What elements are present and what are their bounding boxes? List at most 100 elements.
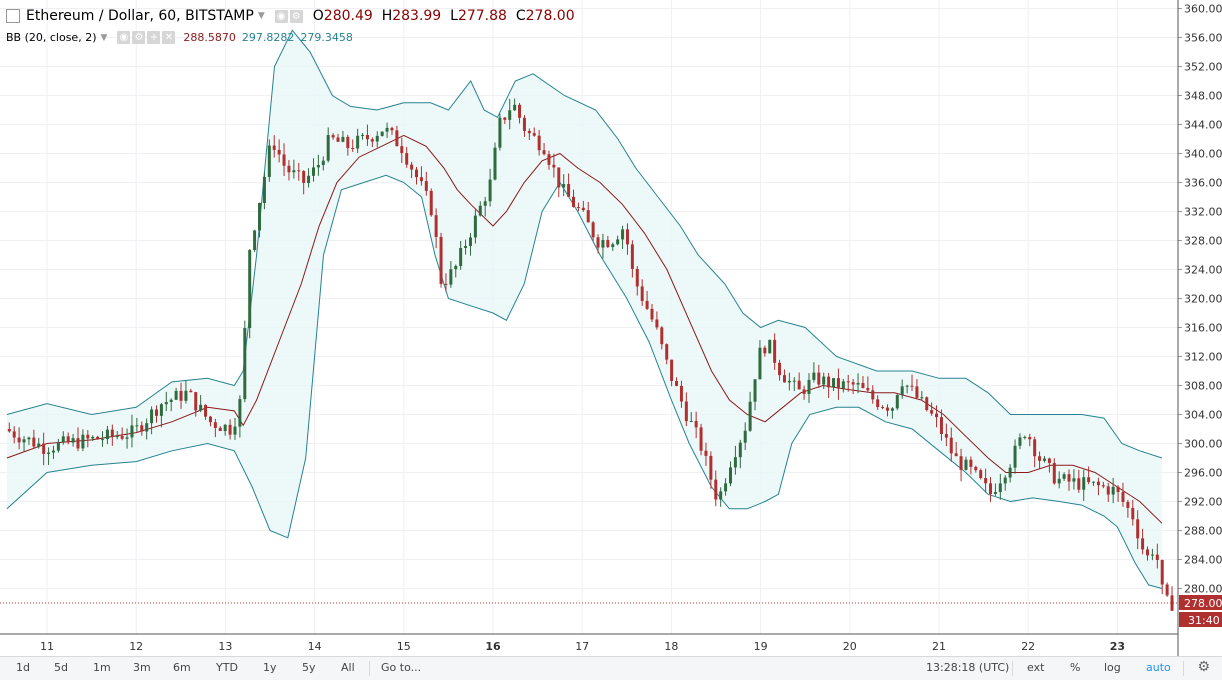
- collapse-legend-icon[interactable]: [6, 9, 20, 23]
- candle-body: [464, 246, 468, 248]
- range-1d[interactable]: 1d: [16, 661, 30, 674]
- symbol-title[interactable]: Ethereum / Dollar, 60, BITSTAMP: [26, 8, 254, 24]
- candle-body: [508, 110, 512, 120]
- candle-body: [405, 153, 409, 165]
- price-axis-badges: 278.00 31:40: [1179, 595, 1222, 627]
- candle-body: [935, 413, 939, 418]
- range-1y[interactable]: 1y: [263, 661, 277, 674]
- log-toggle[interactable]: log: [1104, 661, 1121, 674]
- candle-body: [434, 215, 438, 237]
- candle-body: [189, 390, 193, 393]
- candle-body: [778, 362, 782, 376]
- candle-body: [675, 380, 679, 386]
- eye-icon[interactable]: ◉: [274, 9, 288, 23]
- candle-body: [724, 483, 728, 492]
- price-tick-label: 316.00: [1184, 322, 1222, 335]
- candle-body: [253, 230, 257, 250]
- candle-body: [1028, 436, 1032, 440]
- candle-body: [56, 442, 60, 451]
- auto-toggle[interactable]: auto: [1146, 661, 1171, 674]
- candle-body: [586, 210, 590, 223]
- price-tick-label: 340.00: [1184, 148, 1222, 161]
- range-all[interactable]: All: [341, 661, 355, 674]
- candle-body: [468, 237, 472, 247]
- candle-body: [125, 437, 129, 439]
- candle-body: [1013, 445, 1017, 468]
- range-5d[interactable]: 5d: [54, 661, 68, 674]
- bb-title[interactable]: BB (20, close, 2): [6, 31, 97, 44]
- time-tick-label: 13: [218, 640, 232, 653]
- price-axis[interactable]: 360.00 356.00 352.00 348.00 344.00 340.00 336.…: [1177, 0, 1222, 656]
- candle-body: [557, 167, 561, 188]
- candle-body: [184, 390, 188, 401]
- range-1m[interactable]: 1m: [93, 661, 111, 674]
- candle-body: [17, 437, 21, 443]
- bottom-toolbar: 1d 5d 1m 3m 6m YTD 1y 5y All Go to... 13…: [0, 656, 1222, 680]
- candle-body: [866, 387, 870, 391]
- price-tick-label: 320.00: [1184, 293, 1222, 306]
- candle-body: [802, 389, 806, 394]
- candle-body: [984, 478, 988, 484]
- settings-icon[interactable]: ⚙: [132, 31, 146, 44]
- candle-body: [1067, 474, 1071, 482]
- candle-body: [513, 104, 517, 111]
- candle-body: [243, 328, 247, 400]
- ext-toggle[interactable]: ext: [1027, 661, 1045, 674]
- candle-body: [606, 239, 610, 248]
- chart-grid: [0, 0, 1178, 634]
- candle-body: [679, 385, 683, 402]
- toolbar-divider: [1183, 661, 1184, 676]
- candle-body: [454, 265, 458, 270]
- range-3m[interactable]: 3m: [133, 661, 151, 674]
- candle-body: [365, 135, 369, 140]
- candle-body: [439, 236, 443, 284]
- candle-body: [581, 207, 585, 211]
- candle-body: [32, 437, 36, 447]
- price-tick-label: 280.00: [1184, 583, 1222, 596]
- candlestick-series: [7, 98, 1174, 612]
- candle-body: [503, 117, 507, 120]
- settings-icon[interactable]: ⚙: [289, 9, 303, 23]
- candle-body: [704, 450, 708, 456]
- candle-body: [297, 170, 301, 172]
- add-icon[interactable]: +: [147, 31, 161, 44]
- candle-body: [248, 249, 252, 329]
- chevron-down-icon[interactable]: ▼: [257, 11, 265, 21]
- candle-body: [7, 429, 11, 432]
- candle-body: [419, 177, 423, 182]
- time-tick-label: 16: [485, 640, 501, 653]
- candle-body: [429, 190, 433, 216]
- time-tick-label: 12: [129, 640, 143, 653]
- price-tick-label: 336.00: [1184, 177, 1222, 190]
- candle-body: [1150, 554, 1154, 556]
- gear-icon[interactable]: ⚙: [1197, 659, 1210, 675]
- candle-body: [1062, 474, 1066, 479]
- candle-body: [370, 139, 374, 142]
- range-ytd[interactable]: YTD: [216, 661, 238, 674]
- chevron-down-icon[interactable]: ▼: [100, 32, 108, 43]
- candle-body: [601, 239, 605, 248]
- candle-body: [385, 127, 389, 132]
- candle-body: [537, 135, 541, 151]
- range-5y[interactable]: 5y: [302, 661, 316, 674]
- range-6m[interactable]: 6m: [173, 661, 191, 674]
- candle-body: [1155, 554, 1159, 560]
- percent-toggle[interactable]: %: [1070, 661, 1081, 674]
- candle-body: [1077, 478, 1081, 490]
- candle-body: [542, 150, 546, 155]
- candle-body: [208, 416, 212, 423]
- candle-body: [920, 397, 924, 399]
- time-tick-label: 19: [754, 640, 768, 653]
- candle-body: [12, 431, 16, 438]
- time-axis[interactable]: 11 12 13 14 15 16 17 18 19 20 21 22 23: [0, 633, 1178, 653]
- candle-body: [478, 205, 482, 216]
- eye-icon[interactable]: ◉: [117, 31, 131, 44]
- high-value: 283.99: [392, 8, 442, 24]
- time-tick-label: 22: [1021, 640, 1035, 653]
- candle-body: [61, 436, 65, 443]
- candle-body: [787, 380, 791, 383]
- close-icon[interactable]: ✕: [162, 31, 176, 44]
- candle-body: [714, 479, 718, 500]
- goto-button[interactable]: Go to...: [381, 661, 422, 674]
- price-chart[interactable]: 360.00 356.00 352.00 348.00 344.00 340.00 336.…: [0, 0, 1222, 656]
